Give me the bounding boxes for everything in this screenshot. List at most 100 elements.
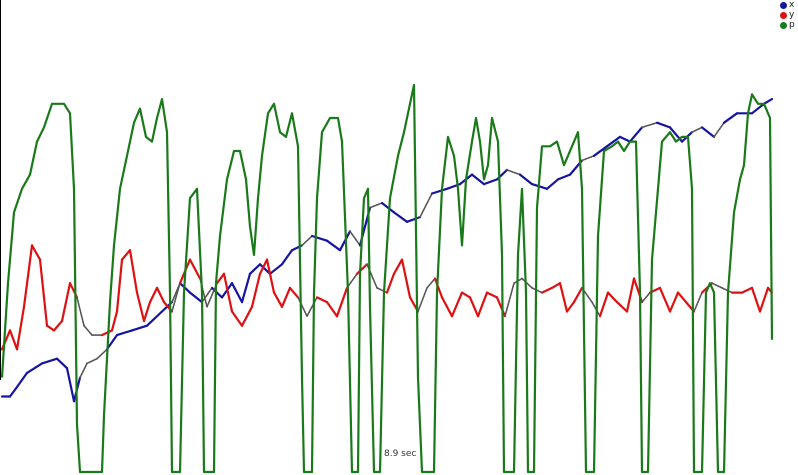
series-x-segment: [518, 173, 534, 186]
series-y-segment: [355, 263, 369, 275]
series-x-segment: [8, 385, 19, 398]
series-y-segment: [306, 296, 318, 318]
series-y-segment: [30, 244, 42, 261]
series-y-segment: [222, 272, 234, 313]
series-x-segment: [145, 310, 164, 327]
series-y-segment: [641, 291, 651, 303]
series-y-segment: [693, 291, 703, 313]
series-y-segment: [565, 301, 576, 313]
legend-item-p: p: [780, 20, 798, 30]
series-x-segment: [655, 121, 672, 129]
series-y-segment: [297, 296, 308, 318]
series-y-segment: [115, 258, 124, 313]
series-y-segment: [385, 272, 396, 294]
series-y-segment: [668, 291, 680, 313]
series-y-segment: [110, 310, 119, 332]
series-x-segment: [545, 178, 560, 190]
series-x-segment: [96, 348, 108, 360]
series-y-segment: [521, 277, 533, 289]
series-x-segment: [188, 291, 204, 304]
series-y-segment: [83, 324, 93, 336]
series-y-segment: [540, 286, 554, 294]
series-x-segment: [240, 272, 252, 304]
series-x-segment: [700, 126, 716, 138]
series-y-segment: [288, 286, 300, 299]
series-y-segment: [740, 286, 754, 294]
series-y-segment: [315, 296, 329, 304]
series-y-segment: [52, 319, 64, 332]
series-y-segment: [148, 286, 159, 304]
series-x-segment: [762, 97, 774, 105]
series-y-segment: [240, 305, 254, 327]
series-y-segment: [280, 286, 292, 308]
series-x-segment: [713, 121, 725, 138]
series-x-segment: [470, 173, 486, 186]
series-y-segment: [230, 310, 244, 327]
series-x-segment: [258, 263, 272, 275]
series-x-segment: [628, 126, 644, 143]
series-y-segment: [721, 287, 733, 294]
series-x-segment: [618, 135, 632, 143]
time-label: 8.9 sec: [384, 449, 417, 459]
series-y-segment: [272, 291, 284, 308]
series-x-segment: [15, 371, 29, 389]
series-p-line: [0, 83, 774, 474]
series-y-segment: [60, 282, 72, 323]
series-y-segment: [468, 296, 480, 318]
series-y-segment: [572, 286, 584, 304]
series-y-segment: [335, 286, 349, 318]
series-y-segment: [250, 272, 262, 308]
series-y-segment: [142, 301, 152, 323]
series-y-segment: [135, 291, 146, 323]
series-y-segment: [625, 277, 636, 313]
series-x-segment: [605, 135, 622, 148]
series-x-segment: [405, 216, 422, 223]
legend-swatch-p: [780, 22, 787, 29]
series-y-segment: [495, 296, 507, 318]
series-x-segment: [750, 102, 766, 115]
series-x-segment: [79, 362, 88, 379]
series-x-segment: [392, 211, 409, 223]
series-y-segment: [400, 258, 412, 299]
legend-label-y: y: [789, 10, 795, 20]
series-x-segment: [230, 282, 244, 304]
series-y-segment: [460, 291, 472, 299]
series-x-segment: [248, 263, 262, 275]
series-y-segment: [711, 282, 723, 289]
series-y-segment: [120, 249, 132, 261]
series-y-segment: [76, 296, 85, 327]
series-x-segment: [40, 357, 59, 365]
legend: x y p: [780, 0, 798, 30]
series-x-segment: [482, 178, 499, 186]
series-y-segment: [100, 329, 114, 337]
series-x-segment: [86, 357, 98, 365]
series-x-segment: [55, 357, 69, 370]
legend-item-y: y: [780, 10, 798, 20]
series-y-segment: [750, 286, 762, 313]
series-y-segment: [188, 258, 202, 280]
series-x-segment: [722, 112, 739, 124]
series-x-segment: [325, 239, 342, 252]
series-x-segment: [430, 187, 449, 195]
series-x-segment: [201, 287, 213, 303]
series-y-segment: [376, 287, 388, 294]
series-y-segment: [485, 291, 499, 299]
series-y-segment: [615, 301, 629, 313]
series-x-segment: [419, 192, 433, 218]
series-y-segment: [15, 305, 26, 351]
legend-label-p: p: [789, 20, 795, 30]
series-x-segment: [65, 367, 76, 403]
series-x-segment: [369, 202, 383, 209]
series-y-segment: [558, 282, 569, 313]
series-y-segment: [128, 249, 139, 294]
series-x-segment: [380, 201, 396, 214]
series-y-segment: [392, 258, 404, 275]
series-y-segment: [426, 277, 436, 289]
legend-swatch-x: [780, 2, 787, 9]
series-x-segment: [268, 263, 284, 275]
series-y-segment: [22, 244, 34, 308]
series-y-segment: [171, 282, 181, 313]
series-y-segment: [476, 291, 489, 318]
series-y-segment: [258, 258, 269, 275]
series-y-segment: [45, 324, 56, 332]
